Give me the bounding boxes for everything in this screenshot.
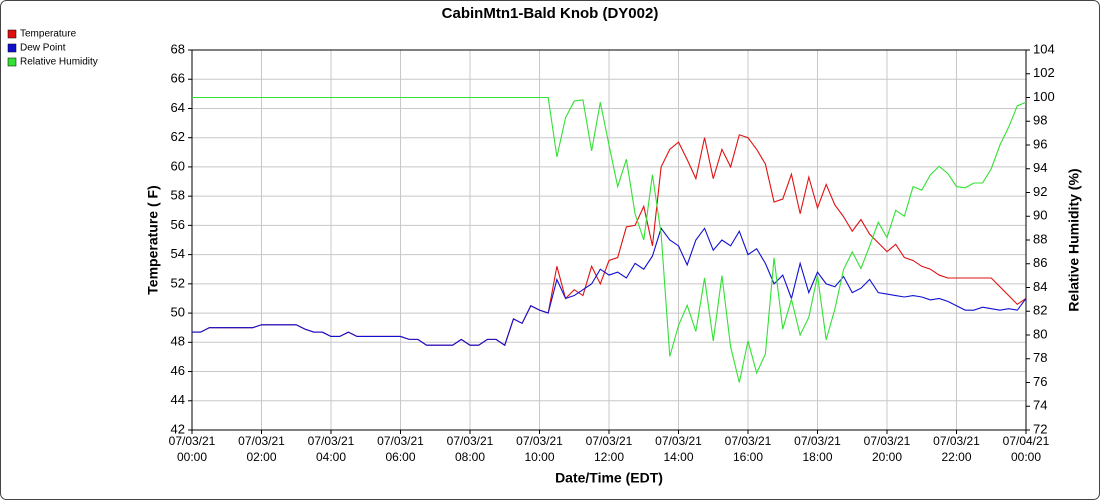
y-tick-label: 64: [171, 100, 185, 115]
y-tick-label: 58: [171, 188, 185, 203]
x-tick-label: 07/03/21 06:00: [377, 434, 424, 464]
y-tick-label: 50: [171, 305, 185, 320]
x-tick-label: 07/03/21 04:00: [308, 434, 355, 464]
y-tick-label: 44: [171, 392, 185, 407]
y2-tick-label: 74: [1033, 398, 1047, 413]
y2-tick-label: 72: [1033, 421, 1047, 436]
y2-tick-label: 102: [1033, 65, 1055, 80]
y-tick-label: 52: [171, 275, 185, 290]
x-tick-label: 07/03/21 10:00: [516, 434, 563, 464]
y2-tick-label: 86: [1033, 255, 1047, 270]
y-tick-label: 66: [171, 71, 185, 86]
y-tick-label: 56: [171, 217, 185, 232]
legend-swatch: [7, 29, 17, 39]
y2-tick-label: 94: [1033, 160, 1047, 175]
y2-tick-label: 98: [1033, 113, 1047, 128]
y-tick-label: 62: [171, 129, 185, 144]
y-tick-label: 46: [171, 363, 185, 378]
x-tick-label: 07/04/21 00:00: [1003, 434, 1050, 464]
x-tick-label: 07/03/21 02:00: [238, 434, 285, 464]
legend-swatch: [7, 57, 17, 67]
x-tick-label: 07/03/21 00:00: [169, 434, 216, 464]
y2-tick-label: 100: [1033, 89, 1055, 104]
x-tick-label: 07/03/21 16:00: [725, 434, 772, 464]
legend-label: Temperature: [20, 29, 77, 40]
y-tick-label: 60: [171, 158, 185, 173]
series-line: [192, 96, 1027, 383]
legend-label: Dew Point: [20, 43, 66, 54]
y-tick-label: 68: [171, 41, 185, 56]
y2-tick-label: 104: [1033, 41, 1055, 56]
y2-tick-label: 76: [1033, 374, 1047, 389]
plot-frame: [191, 49, 1027, 431]
y2-tick-label: 90: [1033, 208, 1047, 223]
y2-tick-label: 80: [1033, 326, 1047, 341]
y-tick-label: 54: [171, 246, 185, 261]
y-tick-label: 48: [171, 334, 185, 349]
y2-tick-label: 78: [1033, 350, 1047, 365]
x-tick-label: 07/03/21 20:00: [864, 434, 911, 464]
x-axis-title: Date/Time (EDT): [555, 470, 663, 486]
x-tick-label: 07/03/21 08:00: [447, 434, 494, 464]
y-axis-title: Temperature ( F): [145, 185, 161, 294]
y2-tick-label: 92: [1033, 184, 1047, 199]
x-tick-label: 07/03/21 18:00: [794, 434, 841, 464]
x-tick-label: 07/03/21 12:00: [586, 434, 633, 464]
series-line: [192, 227, 1027, 347]
y2-tick-label: 82: [1033, 303, 1047, 318]
y2-tick-label: 96: [1033, 136, 1047, 151]
legend-swatch: [7, 43, 17, 53]
legend-label: Relative Humidity: [20, 57, 98, 68]
y2-tick-label: 84: [1033, 279, 1047, 294]
y2-tick-label: 88: [1033, 231, 1047, 246]
x-tick-label: 07/03/21 14:00: [655, 434, 702, 464]
chart-title: CabinMtn1-Bald Knob (DY002): [442, 5, 659, 22]
x-tick-label: 07/03/21 22:00: [933, 434, 980, 464]
y-tick-label: 42: [171, 421, 185, 436]
y2-axis-title: Relative Humidity (%): [1066, 168, 1082, 311]
